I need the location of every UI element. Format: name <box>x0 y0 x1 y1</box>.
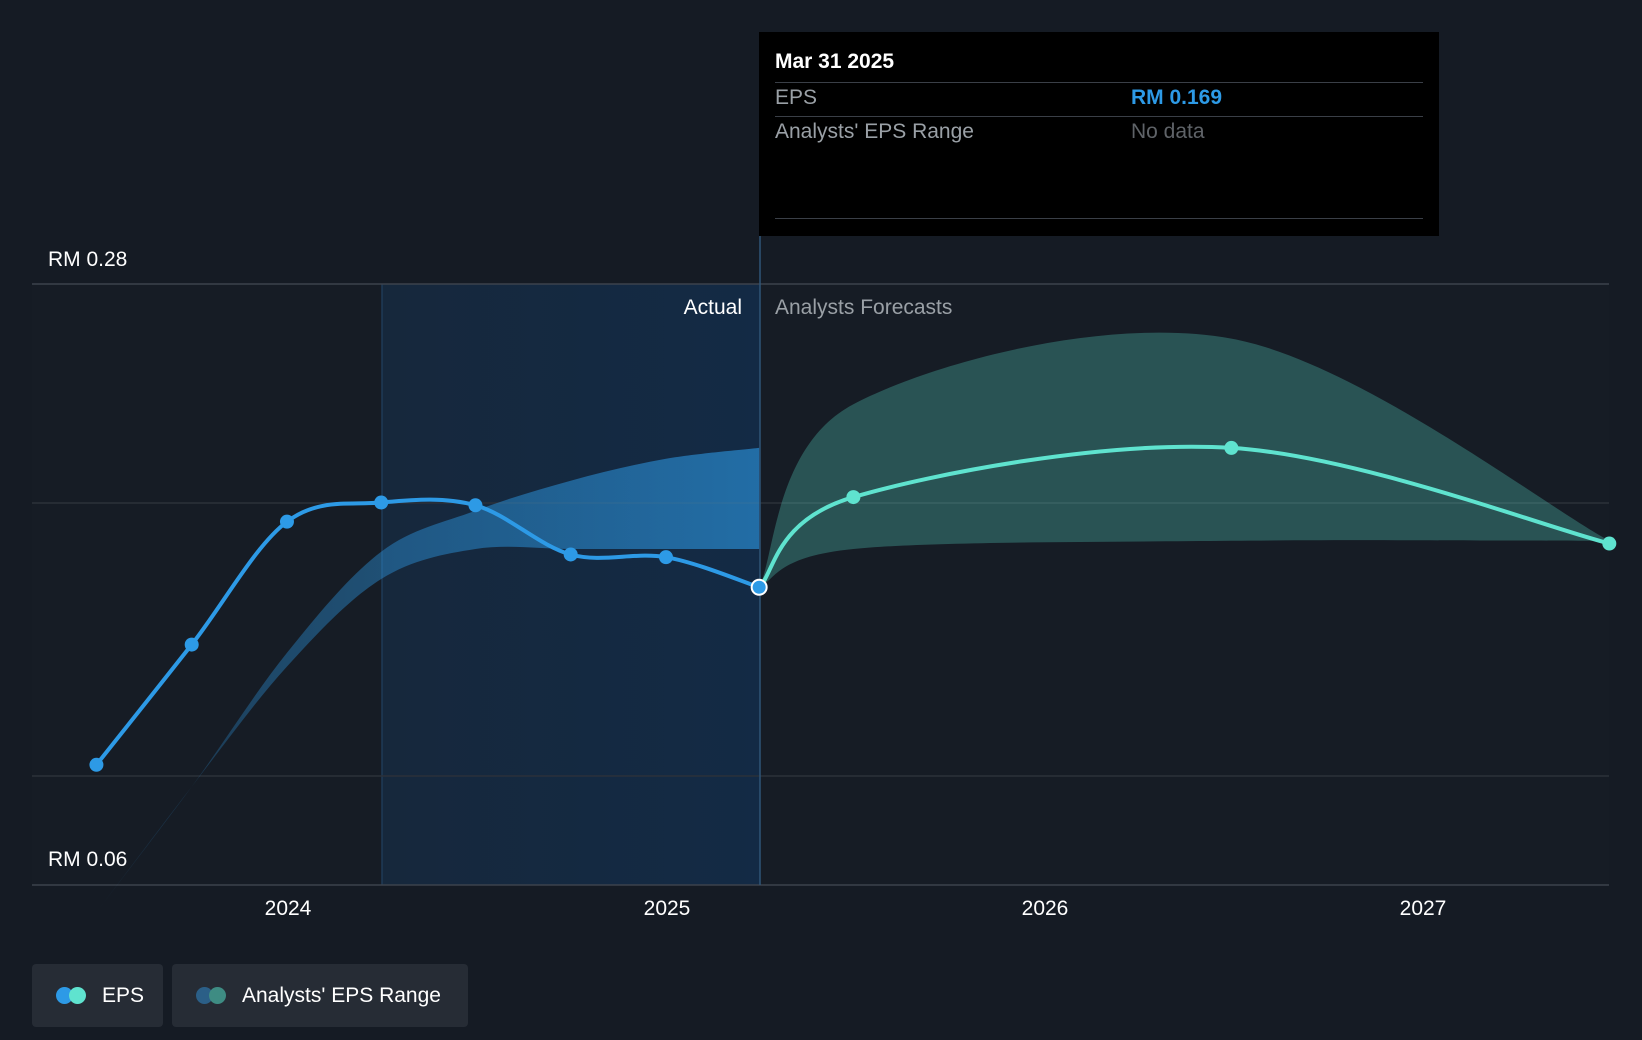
legend-dot-past <box>56 986 73 1004</box>
tooltip-date: Mar 31 2025 <box>775 50 895 73</box>
tooltip-divider <box>775 218 1423 219</box>
plot-background <box>32 284 1609 885</box>
tooltip-eps-label: EPS <box>775 86 818 109</box>
eps-point[interactable] <box>1602 536 1617 551</box>
actual-region-label: Actual <box>683 296 742 319</box>
eps-legend-icon <box>56 986 88 1005</box>
y-axis-min-label: RM 0.06 <box>48 848 128 871</box>
eps-line-forecast <box>757 444 1612 590</box>
past-year-shade <box>382 284 760 885</box>
x-tick-2024: 2024 <box>264 897 312 920</box>
hover-tooltip: Mar 31 2025 EPS RM 0.169 Analysts' EPS R… <box>759 32 1439 236</box>
legend-item-eps[interactable]: EPS <box>32 964 163 1027</box>
eps-point[interactable] <box>89 757 104 772</box>
tooltip-divider <box>775 116 1423 117</box>
eps-point[interactable] <box>279 514 294 529</box>
legend-label-eps: EPS <box>102 983 145 1007</box>
x-tick-2025: 2025 <box>643 897 691 920</box>
eps-point[interactable] <box>374 495 389 510</box>
legend-label-eps-range: Analysts' EPS Range <box>242 983 441 1007</box>
legend-dot-forecast <box>69 986 86 1004</box>
tooltip-eps-value: RM 0.169 <box>1131 86 1223 109</box>
tooltip-divider <box>775 82 1423 83</box>
y-axis-max-label: RM 0.28 <box>48 248 128 271</box>
eps-point[interactable] <box>184 637 199 652</box>
eps-point[interactable] <box>658 550 673 565</box>
eps-point[interactable] <box>563 547 578 562</box>
eps-point[interactable] <box>1224 440 1239 455</box>
eps-point-highlighted[interactable] <box>750 578 768 596</box>
legend-item-eps-range[interactable]: Analysts' EPS Range <box>172 964 468 1027</box>
eps-range-area-forecast <box>759 332 1610 588</box>
eps-point[interactable] <box>468 498 483 513</box>
eps-point[interactable] <box>846 490 861 505</box>
legend-dot-forecast-range <box>209 986 226 1004</box>
forecast-region-label: Analysts Forecasts <box>775 296 953 319</box>
eps-range-area-past <box>96 447 760 913</box>
legend-dot-past-range <box>196 986 213 1004</box>
tooltip-range-label: Analysts' EPS Range <box>775 120 974 143</box>
x-tick-2026: 2026 <box>1021 897 1069 920</box>
tooltip-range-value: No data <box>1131 120 1205 143</box>
x-tick-2027: 2027 <box>1399 897 1447 920</box>
eps-range-legend-icon <box>196 986 228 1005</box>
